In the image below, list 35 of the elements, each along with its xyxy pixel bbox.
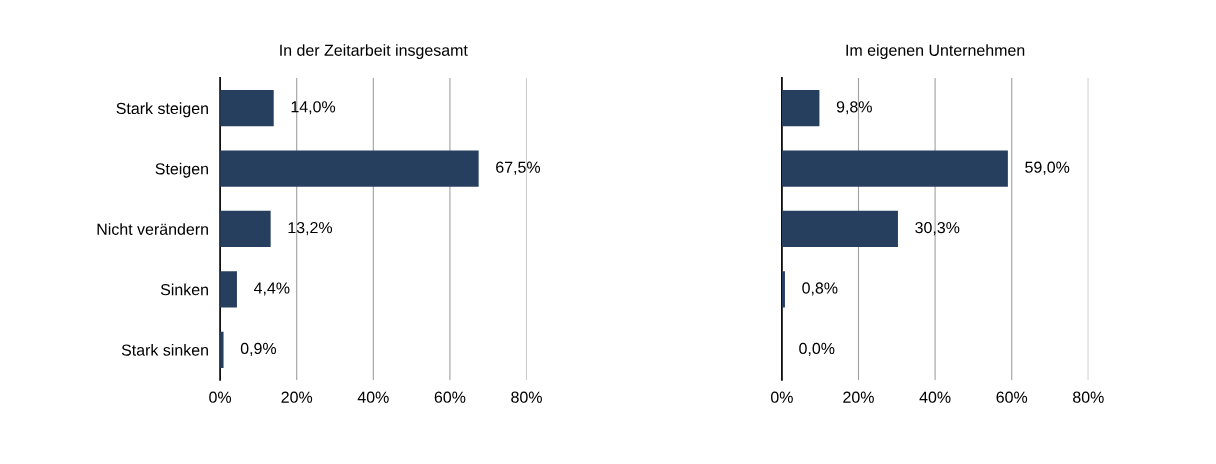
x-tick-label: 20% [843, 391, 874, 403]
y-tick-label: Stark sinken [121, 344, 208, 356]
data-label: 14,0% [291, 101, 336, 115]
x-tick-label: 0% [209, 391, 232, 403]
x-tick-label: 40% [919, 391, 951, 403]
data-label: 0,8% [802, 282, 838, 296]
data-label: 0,9% [240, 342, 277, 356]
y-tick-label: Sinken [160, 283, 208, 296]
data-label: 13,2% [288, 221, 333, 236]
bar [781, 210, 898, 248]
y-tick-label: Nicht verändern [97, 223, 208, 235]
bar [781, 90, 820, 127]
data-label: 4,4% [253, 282, 290, 296]
bar [220, 271, 237, 308]
y-tick-label: Steigen [155, 162, 208, 178]
chart-title: Im eigenen Unternehmen [846, 44, 1025, 60]
x-tick-label: 60% [996, 391, 1028, 403]
data-label: 0,0% [799, 342, 835, 356]
x-tick-label: 20% [281, 391, 313, 403]
bar [781, 150, 1008, 187]
x-tick-label: 40% [357, 391, 389, 403]
data-label: 9,8% [836, 101, 872, 115]
chart-title: In der Zeitarbeit insgesamt [280, 44, 468, 60]
x-tick-label: 80% [1073, 391, 1104, 403]
bar [220, 90, 274, 127]
data-label: 59,0% [1025, 161, 1070, 175]
x-tick-label: 0% [770, 391, 793, 403]
data-label: 30,3% [915, 221, 960, 236]
y-tick-label: Stark steigen [116, 102, 208, 118]
bar [220, 150, 479, 187]
x-tick-label: 60% [434, 391, 466, 403]
bar [781, 271, 785, 308]
bar [220, 210, 271, 248]
x-tick-label: 80% [511, 391, 542, 403]
data-label: 67,5% [496, 161, 541, 175]
